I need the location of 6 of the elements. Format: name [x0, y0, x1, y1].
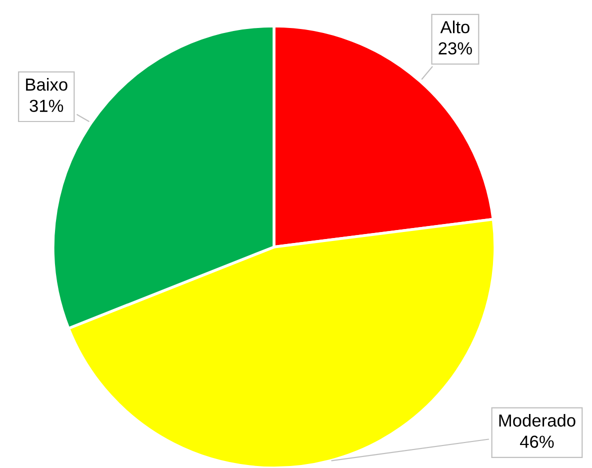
- slice-label: Moderado: [499, 414, 576, 427]
- data-label: 46%: [520, 436, 554, 448]
- slice-label: Baixo: [26, 78, 68, 91]
- slice-label: Alto: [440, 20, 470, 34]
- data-label: 23%: [438, 42, 472, 55]
- data-label: 31%: [30, 100, 64, 112]
